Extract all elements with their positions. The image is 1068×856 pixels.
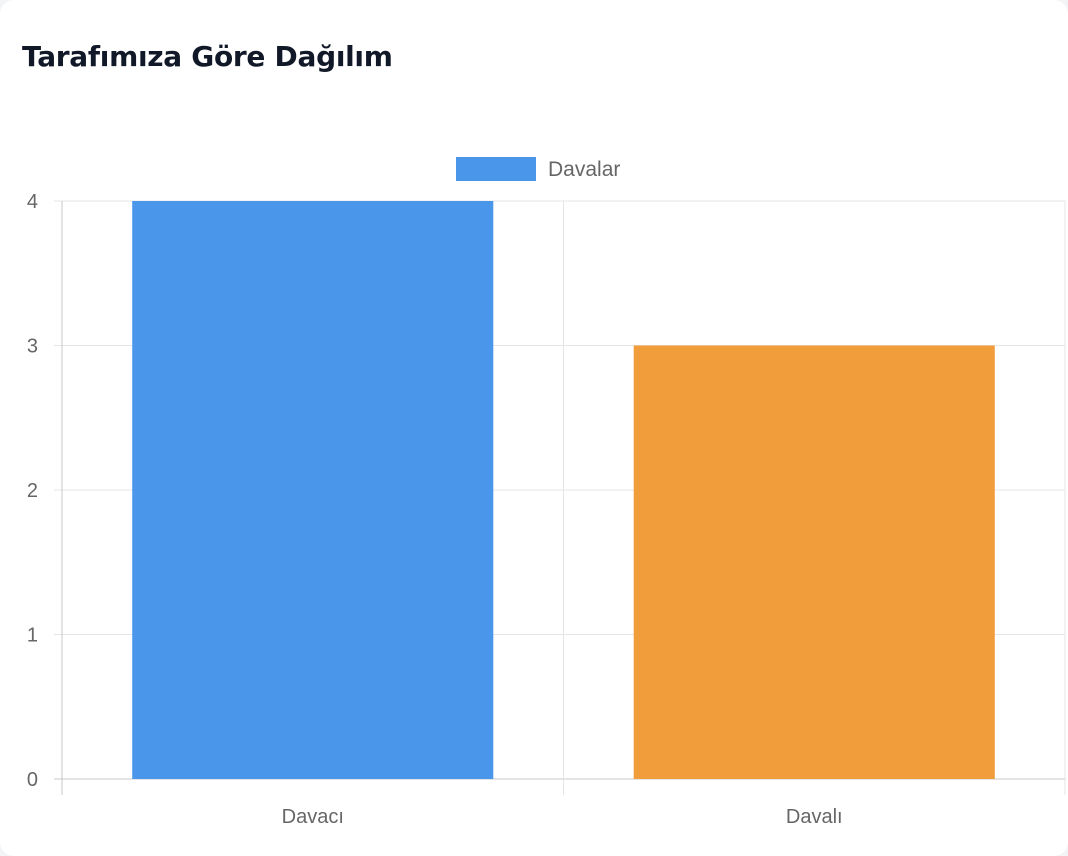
axes: 0 1 2 3 4 Davacı Davalı	[27, 191, 843, 828]
y-tick-label: 1	[27, 625, 38, 647]
x-tick-label: Davalı	[786, 806, 843, 828]
card-title: Tarafımıza Göre Dağılım	[22, 40, 393, 73]
legend-label[interactable]: Davalar	[548, 158, 620, 181]
y-tick-label: 3	[27, 336, 38, 358]
y-tick-label: 0	[27, 769, 38, 791]
bar[interactable]	[633, 345, 995, 780]
bars	[132, 201, 995, 779]
legend-swatch[interactable]	[456, 157, 536, 181]
y-tick-label: 4	[27, 191, 38, 213]
x-tick-label: Davacı	[282, 806, 344, 828]
legend[interactable]: Davalar	[456, 157, 620, 181]
bar[interactable]	[132, 201, 494, 779]
y-tick-label: 2	[27, 480, 38, 502]
